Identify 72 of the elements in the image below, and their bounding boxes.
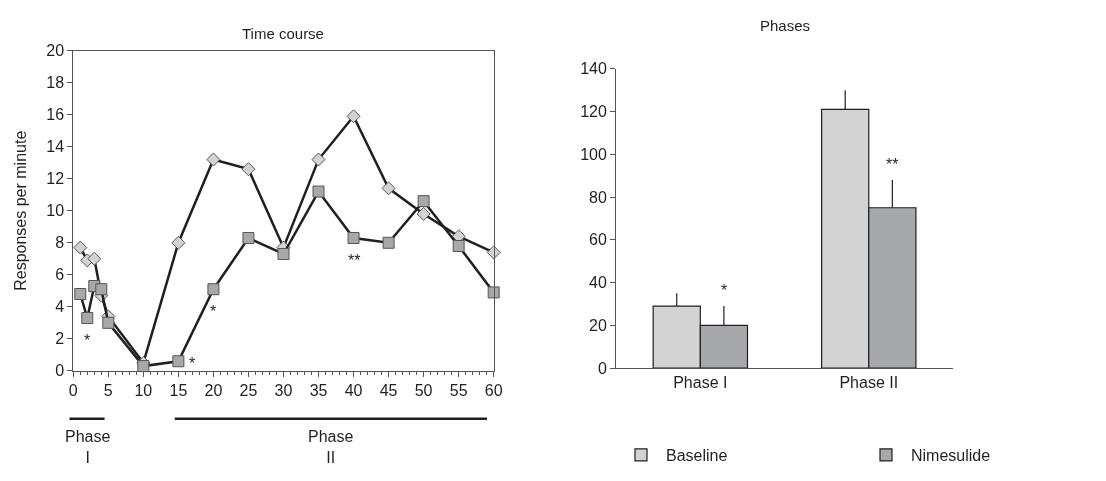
x-tick-label: 10 [134, 382, 153, 400]
y-tick-label: 40 [589, 274, 608, 292]
point [346, 109, 361, 124]
chart-title: Phases [760, 17, 811, 34]
point [311, 152, 326, 167]
point [171, 235, 186, 250]
point [207, 283, 220, 296]
x-tick-label: 45 [379, 382, 398, 400]
point [81, 312, 94, 325]
point [487, 286, 500, 299]
x-tick-label: Phase I [673, 374, 728, 392]
y-tick-label: 2 [55, 330, 65, 348]
text: Phase II [308, 428, 354, 466]
x-tick-label: Phase II [839, 374, 899, 392]
y-tick-label: 10 [46, 202, 65, 220]
point [74, 288, 87, 301]
annotation: ** [886, 156, 899, 173]
point [416, 206, 431, 221]
y-tick-label: 60 [589, 231, 608, 249]
point [347, 231, 360, 244]
point [73, 240, 88, 255]
chart-title: Time course [242, 25, 324, 42]
annotation: ** [348, 252, 361, 269]
x-tick-label: 55 [449, 382, 468, 400]
x-tick-label: 20 [204, 382, 223, 400]
point [87, 251, 102, 266]
x-tick-label: 30 [274, 382, 293, 400]
point [312, 185, 325, 198]
point [137, 360, 150, 373]
y-axis-title: Responses per minute [12, 130, 30, 291]
point [206, 152, 221, 167]
y-tick-label: 0 [598, 359, 607, 377]
y-tick-label: 120 [580, 103, 607, 121]
y-tick-label: 8 [55, 234, 65, 252]
annotation: * [721, 282, 728, 299]
point [381, 181, 396, 196]
x-tick-label: 15 [169, 382, 188, 400]
x-tick-label: 40 [344, 382, 363, 400]
point [277, 247, 290, 260]
y-tick-label: 140 [580, 60, 607, 78]
y-tick-label: 20 [46, 42, 65, 60]
point [417, 195, 430, 208]
x-tick-label: 35 [309, 382, 328, 400]
legend-label: Baseline [666, 447, 728, 465]
point [486, 245, 501, 260]
annotation: * [189, 355, 196, 372]
y-tick-label: 100 [580, 145, 607, 163]
annotation: * [210, 303, 217, 320]
x-tick-label: 50 [414, 382, 433, 400]
text: Phase I [65, 428, 111, 466]
y-tick-label: 18 [46, 74, 65, 92]
point [382, 236, 395, 249]
y-tick-label: 16 [46, 106, 65, 124]
x-tick-label: 25 [239, 382, 258, 400]
point [95, 283, 108, 296]
y-tick-label: 12 [46, 170, 65, 188]
annotation: * [84, 332, 91, 349]
y-tick-label: 80 [589, 188, 608, 206]
x-tick-label: 0 [68, 382, 78, 400]
y-tick-label: 14 [46, 138, 65, 156]
point [241, 162, 256, 177]
point [242, 231, 255, 244]
y-tick-label: 4 [55, 298, 65, 316]
y-tick-label: 20 [589, 316, 608, 334]
y-tick-label: 6 [55, 266, 65, 284]
point [102, 316, 115, 329]
point [452, 239, 465, 252]
x-tick-label: 60 [484, 382, 503, 400]
x-tick-label: 5 [103, 382, 113, 400]
point [172, 355, 185, 368]
y-tick-label: 0 [55, 362, 65, 380]
legend-label: Nimesulide [911, 447, 991, 465]
